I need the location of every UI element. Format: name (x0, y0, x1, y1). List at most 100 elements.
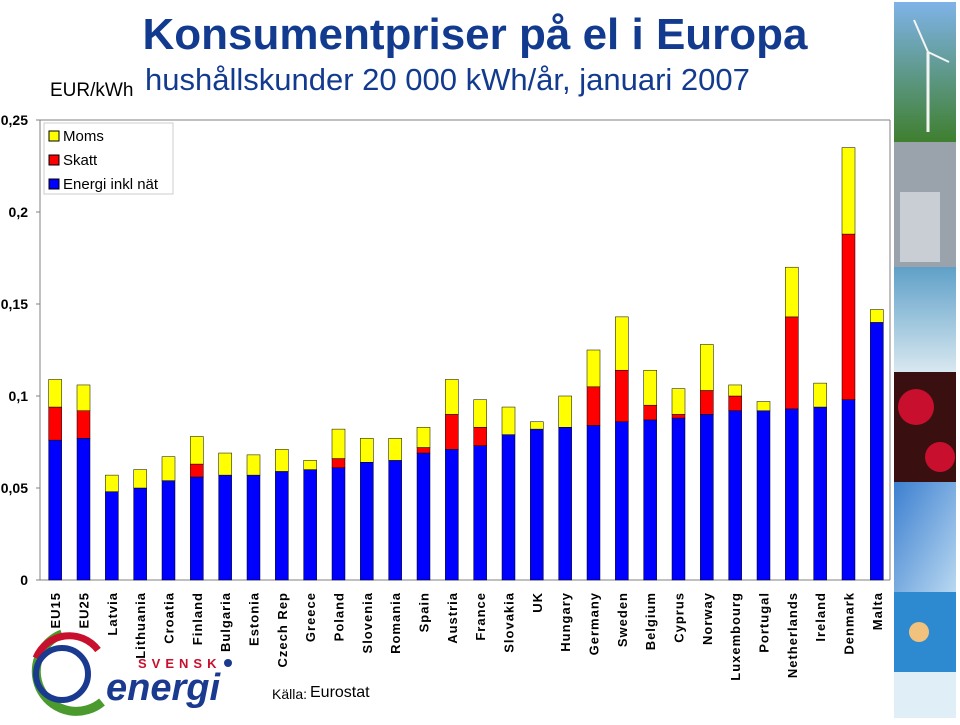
bar-moms-romania (388, 438, 402, 461)
x-category-label: Czech Rep (275, 592, 290, 667)
bar-energi-slovakia (501, 434, 516, 581)
y-tick-label: 0,25 (1, 112, 28, 128)
logo-red-arc (32, 632, 101, 660)
person-head (909, 622, 929, 642)
side-photo-strip (894, 2, 956, 718)
generator-wheel (925, 442, 955, 472)
bar-moms-slovenia (360, 438, 374, 463)
bar-skatt-france (473, 427, 487, 446)
x-category-label: Belgium (643, 592, 658, 650)
bar-skatt-luxembourg (728, 395, 742, 411)
bar-energi-france (473, 445, 487, 581)
x-category-label: Netherlands (785, 592, 800, 678)
x-category-label: Slovakia (502, 592, 517, 653)
bar-energi-norway (700, 414, 714, 581)
x-category-label: Portugal (757, 592, 772, 653)
logo-text-energi: energi (106, 667, 221, 709)
bar-moms-malta (870, 309, 884, 323)
logo-graphic: SVENSK energi (31, 629, 232, 716)
bar-skatt-eu25 (76, 410, 91, 439)
turbine-blade (913, 19, 929, 53)
x-category-label: EU15 (48, 592, 63, 629)
bar-moms-hungary (558, 395, 572, 428)
x-category-label: Lithuania (133, 592, 148, 659)
bar-moms-eu15 (48, 379, 62, 408)
sky-photo (894, 482, 956, 592)
bar-moms-belgium (643, 369, 657, 406)
chart-title: Konsumentpriser på el i Europa (142, 10, 808, 59)
bar-energi-slovenia (360, 461, 374, 581)
bar-skatt-norway (700, 390, 714, 415)
bar-energi-ireland (813, 406, 827, 581)
bar-moms-cyprus (671, 388, 686, 415)
wind-turbine-photo (894, 2, 956, 142)
bar-skatt-germany (586, 386, 601, 426)
bar-moms-germany (586, 349, 601, 388)
y-axis-unit: EUR/kWh (50, 80, 134, 101)
bar-energi-uk (530, 428, 544, 581)
legend-box (43, 122, 174, 195)
chart-subtitle: hushållskunder 20 000 kWh/år, januari 20… (145, 62, 750, 97)
bar-energi-hungary (558, 427, 572, 581)
x-category-label: Hungary (558, 592, 573, 652)
logo-text-svensk: SVENSK (138, 656, 221, 671)
generator-wheel (898, 389, 934, 425)
bar-energi-eu15 (48, 439, 62, 581)
y-tick-label: 0,15 (1, 296, 28, 312)
bar-skatt-austria (445, 414, 459, 450)
bar-energi-estonia (246, 474, 261, 581)
source-label: Källa: (272, 686, 308, 702)
bar-skatt-denmark (841, 233, 856, 400)
bar-moms-finland (190, 436, 204, 465)
bar-skatt-eu15 (48, 406, 62, 441)
x-category-label: France (473, 592, 488, 641)
y-tick-label: 0,1 (9, 388, 29, 404)
bar-skatt-poland (331, 458, 346, 469)
bar-moms-lithuania (133, 469, 147, 489)
x-category-label: Greece (303, 592, 318, 642)
bar-energi-germany (586, 425, 601, 581)
logo-dot (224, 659, 232, 667)
bar-moms-poland (331, 428, 346, 459)
bar-skatt-cyprus (671, 414, 686, 419)
bar-energi-poland (331, 467, 346, 581)
bar-moms-estonia (246, 454, 261, 476)
x-category-label: Estonia (247, 592, 262, 646)
source-value: Eurostat (310, 684, 370, 701)
bar-moms-greece (303, 460, 317, 470)
bar-moms-luxembourg (728, 384, 742, 397)
bar-moms-denmark (841, 147, 856, 235)
x-category-label: EU25 (77, 592, 92, 629)
bar-moms-france (473, 399, 487, 428)
bar-skatt-belgium (643, 404, 657, 421)
legend-label-moms: Moms (63, 128, 104, 145)
y-tick-label: 0 (20, 572, 28, 588)
bar-energi-finland (190, 476, 204, 581)
x-category-label: Cyprus (672, 592, 687, 643)
x-category-label: Croatia (162, 592, 177, 644)
bar-energi-netherlands (785, 408, 799, 581)
bar-moms-eu25 (76, 384, 91, 411)
y-tick-label: 0,2 (9, 204, 29, 220)
waterfall-photo (894, 267, 956, 372)
y-tick-label: 0,05 (1, 480, 28, 496)
legend-swatch-skatt (48, 154, 60, 166)
legend-label-skatt: Skatt (63, 152, 98, 169)
bar-energi-denmark (841, 399, 856, 581)
bar-skatt-netherlands (785, 316, 799, 410)
bar-energi-croatia (161, 480, 176, 581)
x-category-label: Austria (445, 592, 460, 644)
splash (894, 672, 956, 718)
bar-moms-uk (530, 421, 544, 430)
bar-skatt-finland (190, 463, 204, 478)
bar-moms-austria (445, 379, 459, 415)
bar-moms-bulgaria (218, 452, 232, 476)
x-category-label: Finland (190, 592, 205, 645)
svensk-energi-logo: SVENSK energi (18, 628, 248, 720)
bar-moms-portugal (756, 401, 771, 411)
bar-energi-bulgaria (218, 474, 232, 581)
bar-energi-belgium (643, 419, 657, 581)
legend: Moms Skatt Energi inkl nät (43, 122, 174, 195)
bar-moms-spain (416, 427, 431, 448)
x-category-label: Ireland (813, 592, 828, 642)
